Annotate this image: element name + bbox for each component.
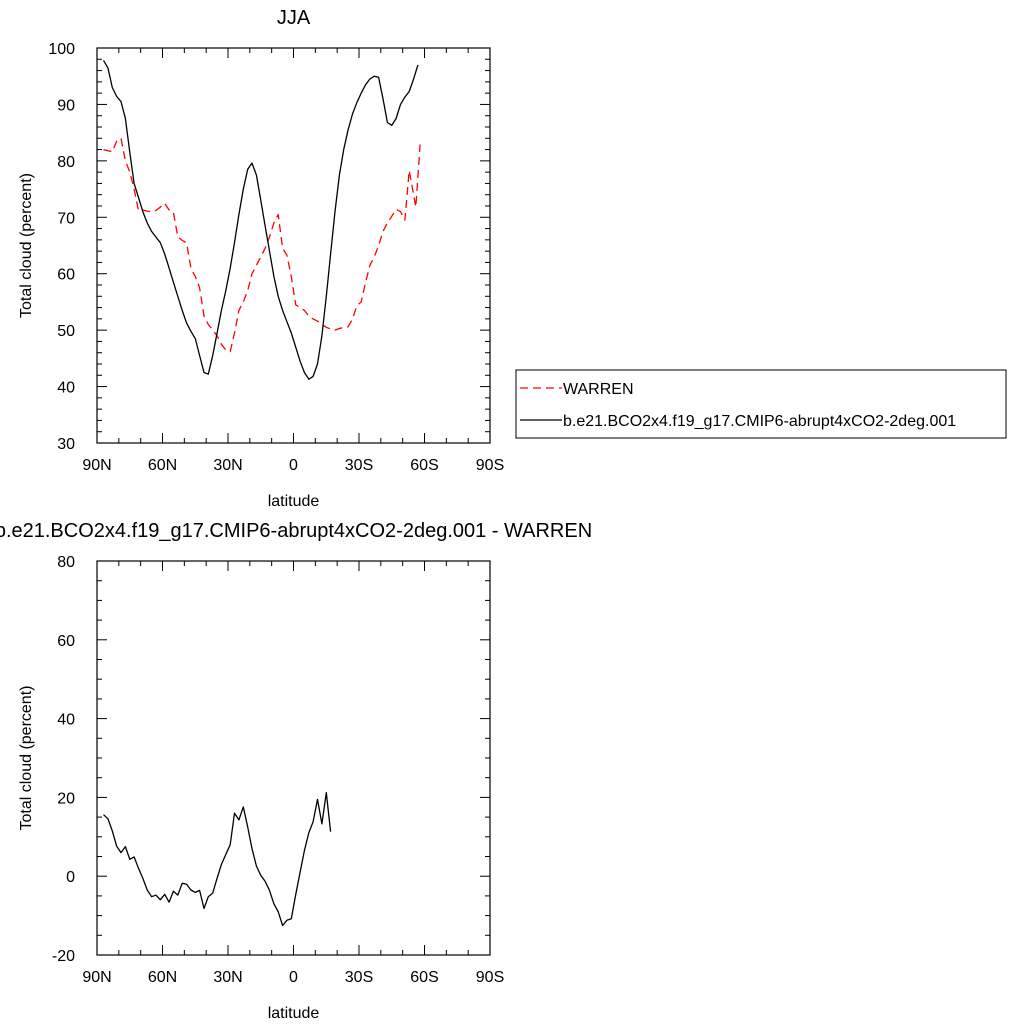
- series-line-warren: [103, 137, 421, 353]
- top-panel-jja: 90N 60N 30N 0 30S 60S 90S 30 40 50 60 70 80 90 100 JJA l…: [18, 7, 1007, 510]
- series-line-model: [103, 792, 332, 927]
- x-axis-label: latitude: [268, 1005, 320, 1022]
- x-tick-label: 0: [289, 457, 298, 474]
- y-tick-label: 90: [57, 97, 75, 114]
- legend-label: WARREN: [563, 381, 634, 398]
- x-tick-label: 0: [289, 969, 298, 986]
- x-tick-label: 30N: [213, 457, 242, 474]
- x-tick-label: 30N: [213, 969, 242, 986]
- y-tick-label: 80: [57, 154, 75, 171]
- y-tick-label: 70: [57, 210, 75, 227]
- bottom-panel-difference: 90N 60N 30N 0 30S 60S 90S -20 0 20 40 60 80 b.e21.BCO…: [0, 520, 592, 1022]
- chart-title: b.e21.BCO2x4.f19_g17.CMIP6-abrupt4xCO2-2…: [0, 520, 592, 542]
- plot-frame: [96, 47, 491, 444]
- legend-label: b.e21.BCO2x4.f19_g17.CMIP6-abrupt4xCO2-2…: [563, 413, 956, 430]
- x-tick-label: 30S: [345, 969, 373, 986]
- x-tick-label: 90S: [476, 457, 504, 474]
- x-tick-label: 60N: [148, 969, 177, 986]
- y-tick-label: 0: [66, 869, 75, 886]
- legend-box: [515, 369, 1007, 439]
- y-axis-label: Total cloud (percent): [18, 686, 35, 831]
- x-tick-label: 60S: [410, 457, 438, 474]
- y-tick-label: 80: [57, 554, 75, 571]
- y-tick-label: 40: [57, 380, 75, 397]
- plot-frame: [96, 560, 491, 956]
- x-tick-label: 90N: [82, 969, 111, 986]
- x-tick-label: 60S: [410, 969, 438, 986]
- y-tick-label: 60: [57, 267, 75, 284]
- y-tick-label: 60: [57, 633, 75, 650]
- y-tick-label: 100: [48, 41, 75, 58]
- y-tick-label: 40: [57, 712, 75, 729]
- y-axis-label: Total cloud (percent): [18, 173, 35, 318]
- chart-title: JJA: [277, 7, 311, 29]
- legend: WARREN b.e21.BCO2x4.f19_g17.CMIP6-abrupt4…: [515, 369, 1007, 439]
- series-line-model: [102, 60, 419, 380]
- x-tick-label: 30S: [345, 457, 373, 474]
- x-tick-label: 90N: [82, 457, 111, 474]
- y-tick-label: 30: [57, 436, 75, 453]
- y-tick-label: 20: [57, 790, 75, 807]
- x-axis-label: latitude: [268, 493, 320, 510]
- x-tick-label: 90S: [476, 969, 504, 986]
- y-tick-label: 50: [57, 323, 75, 340]
- x-tick-label: 60N: [148, 457, 177, 474]
- y-tick-label: -20: [52, 948, 75, 965]
